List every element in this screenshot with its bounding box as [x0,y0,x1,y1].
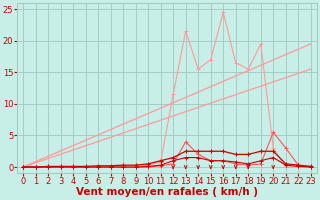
X-axis label: Vent moyen/en rafales ( km/h ): Vent moyen/en rafales ( km/h ) [76,187,258,197]
